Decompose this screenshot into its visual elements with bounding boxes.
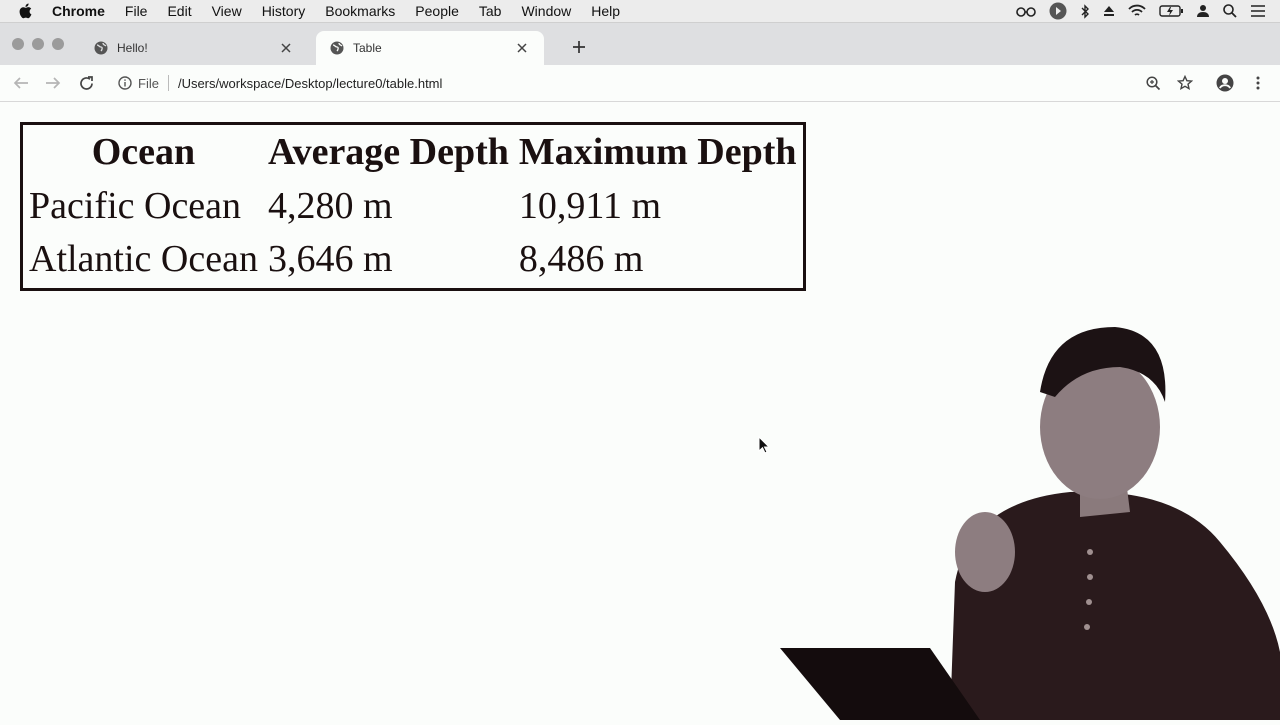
page-content: Ocean Average Depth Maximum Depth Pacifi… <box>0 102 1280 720</box>
zoom-button[interactable] <box>1143 73 1163 93</box>
eject-icon[interactable] <box>1103 5 1115 17</box>
zoom-icon <box>1145 75 1160 90</box>
window-close-button[interactable] <box>12 38 24 50</box>
back-button[interactable] <box>11 73 31 93</box>
wifi-icon[interactable] <box>1128 4 1146 18</box>
window-zoom-button[interactable] <box>52 38 64 50</box>
menu-bookmarks[interactable]: Bookmarks <box>325 3 396 19</box>
presenter-video-overlay <box>780 322 1280 720</box>
column-header: Maximum Depth <box>518 131 797 173</box>
kebab-menu-icon <box>1256 76 1260 90</box>
divider <box>167 75 169 91</box>
menu-help[interactable]: Help <box>591 3 621 19</box>
menu-edit[interactable]: Edit <box>167 3 192 19</box>
glasses-icon[interactable] <box>1016 5 1036 17</box>
address-bar[interactable]: File /Users/workspace/Desktop/lecture0/t… <box>112 70 1112 96</box>
arrow-right-icon <box>46 77 61 89</box>
menu-window[interactable]: Window <box>521 3 572 19</box>
url-scheme-label: File <box>138 75 159 91</box>
column-header: Average Depth <box>267 131 509 173</box>
menu-bar-status-area <box>1003 0 1266 22</box>
table-cell: 10,911 m <box>518 184 662 227</box>
profile-button[interactable] <box>1215 73 1235 93</box>
info-icon[interactable] <box>118 76 132 90</box>
menu-tab[interactable]: Tab <box>478 3 502 19</box>
ocean-table: Ocean Average Depth Maximum Depth Pacifi… <box>20 122 806 291</box>
mouse-cursor-icon <box>758 435 771 459</box>
column-header: Ocean <box>91 131 196 173</box>
bluetooth-icon[interactable] <box>1080 3 1090 19</box>
menu-button[interactable] <box>1248 73 1268 93</box>
arrow-left-icon <box>13 77 28 89</box>
table-cell: 4,280 m <box>267 184 393 227</box>
new-tab-button[interactable] <box>569 37 589 57</box>
notification-center-icon[interactable] <box>1250 5 1266 17</box>
battery-icon[interactable] <box>1159 5 1183 17</box>
tab-table[interactable]: Table <box>316 31 544 65</box>
window-minimize-button[interactable] <box>32 38 44 50</box>
menu-history[interactable]: History <box>261 3 306 19</box>
table-cell: 8,486 m <box>518 238 644 281</box>
table-cell: 3,646 m <box>267 238 393 281</box>
plus-icon <box>573 41 585 53</box>
table-cell: Atlantic Ocean <box>29 238 258 281</box>
tab-hello[interactable]: Hello! <box>80 31 308 65</box>
macos-menu-bar: Chrome File Edit View History Bookmarks … <box>0 0 1280 23</box>
close-icon[interactable] <box>278 40 294 56</box>
table-row: Pacific Ocean 4,280 m 10,911 m <box>25 181 801 233</box>
reload-icon <box>79 75 93 90</box>
close-icon[interactable] <box>514 40 530 56</box>
profile-icon <box>1216 74 1234 92</box>
menu-view[interactable]: View <box>211 3 242 19</box>
globe-icon <box>94 41 108 55</box>
menu-app-chrome[interactable]: Chrome <box>52 3 105 19</box>
table-header-row: Ocean Average Depth Maximum Depth <box>25 127 801 179</box>
apple-logo-icon[interactable] <box>18 3 38 19</box>
table-row: Atlantic Ocean 3,646 m 8,486 m <box>25 234 801 286</box>
tab-title: Hello! <box>117 41 148 55</box>
star-icon <box>1177 75 1193 90</box>
reload-button[interactable] <box>76 73 96 93</box>
play-circle-icon[interactable] <box>1049 2 1067 20</box>
menu-file[interactable]: File <box>124 3 148 19</box>
menu-people[interactable]: People <box>415 3 459 19</box>
tab-strip: Hello! Table <box>0 23 1280 65</box>
tab-title: Table <box>353 41 382 55</box>
browser-toolbar: File /Users/workspace/Desktop/lecture0/t… <box>0 65 1280 102</box>
spotlight-search-icon[interactable] <box>1223 4 1237 18</box>
url-text[interactable]: /Users/workspace/Desktop/lecture0/table.… <box>177 75 443 91</box>
globe-icon <box>330 41 344 55</box>
bookmark-button[interactable] <box>1175 73 1195 93</box>
forward-button[interactable] <box>43 73 63 93</box>
table-cell: Pacific Ocean <box>29 184 242 227</box>
user-account-icon[interactable] <box>1196 4 1210 18</box>
